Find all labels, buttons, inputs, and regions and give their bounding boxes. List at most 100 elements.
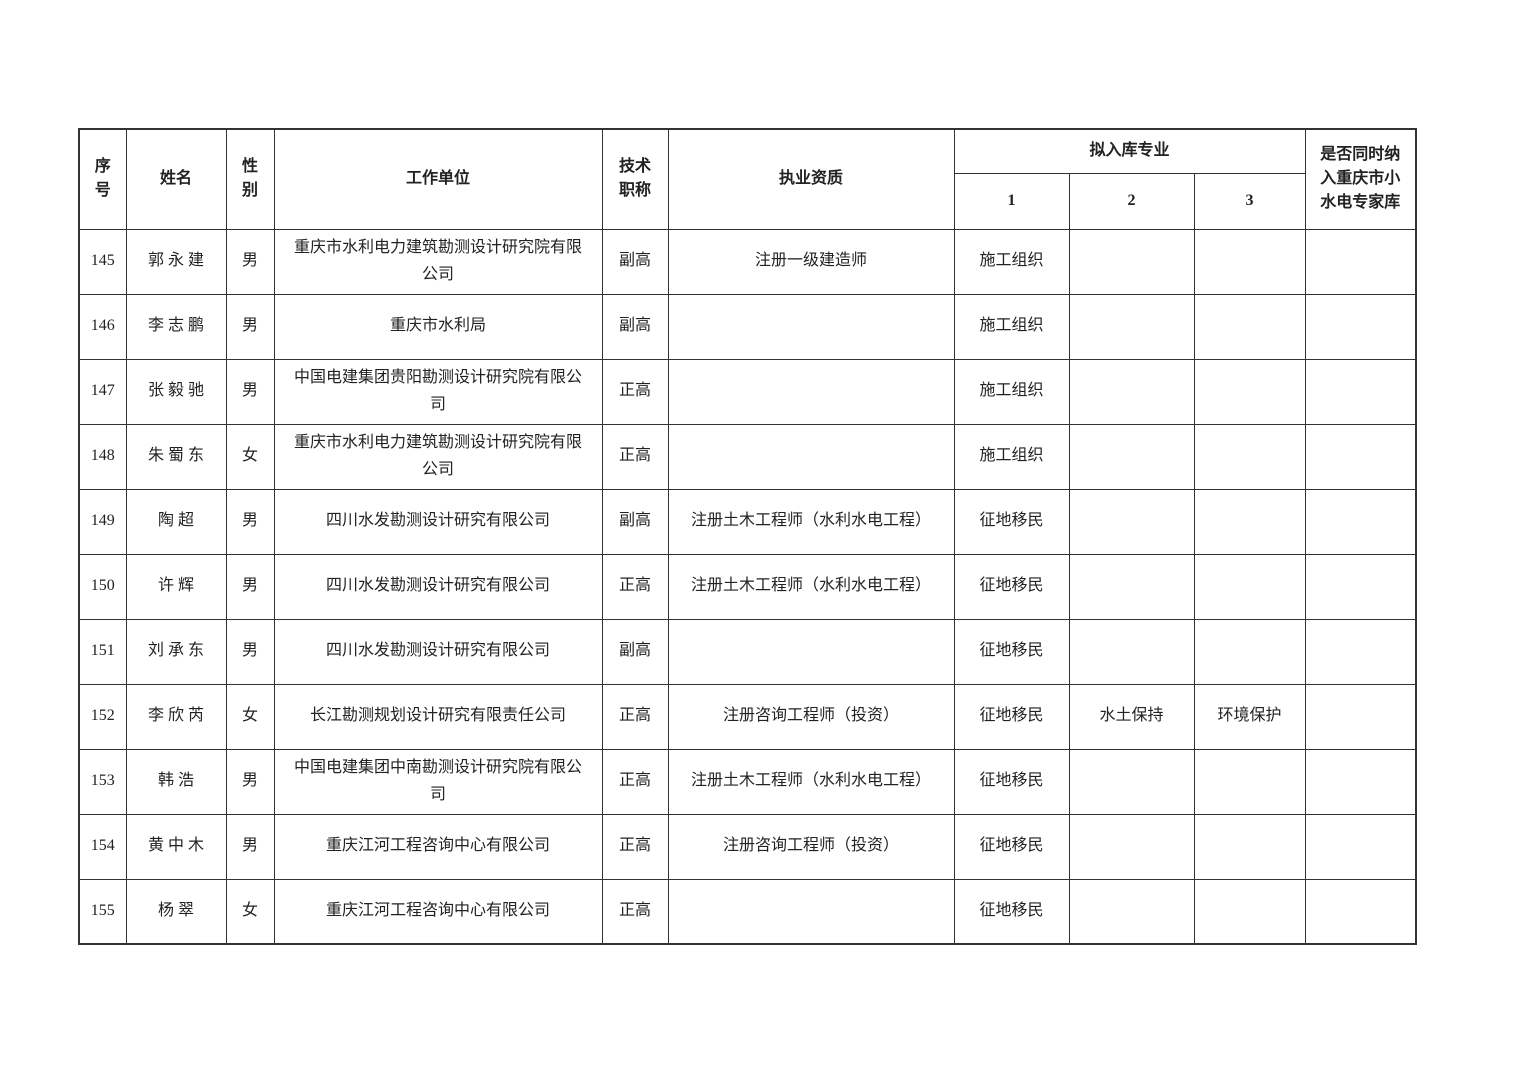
header-hydro: 是否同时纳入重庆市小水电专家库 — [1304, 128, 1417, 230]
table-row: 147 张毅驰 男 中国电建集团贵阳勘测设计研究院有限公司 正高 施工组织 — [78, 358, 1417, 425]
cell-unit: 四川水发勘测设计研究有限公司 — [273, 488, 603, 555]
cell-seq: 155 — [78, 878, 127, 945]
cell-gender: 男 — [225, 293, 275, 360]
cell-gender-text: 男 — [241, 382, 258, 400]
cell-name-text: 韩浩 — [157, 772, 198, 790]
header-gender-label: 性别 — [241, 157, 258, 199]
cell-name-text: 黄中木 — [147, 837, 208, 855]
cell-title-text: 副高 — [618, 512, 651, 530]
cell-name: 张毅驰 — [125, 358, 227, 425]
cell-unit: 重庆市水利电力建筑勘测设计研究院有限公司 — [273, 423, 603, 490]
cell-qual: 注册土木工程师（水利水电工程） — [667, 488, 955, 555]
cell-s3-text: 环境保护 — [1217, 707, 1282, 725]
header-specialty-3-label: 3 — [1245, 191, 1254, 209]
cell-name-text: 李志鹏 — [147, 317, 208, 335]
cell-qual: 注册一级建造师 — [667, 228, 955, 295]
cell-name: 韩浩 — [125, 748, 227, 815]
cell-gender-text: 女 — [241, 902, 258, 920]
cell-seq: 150 — [78, 553, 127, 620]
cell-title: 副高 — [601, 618, 669, 685]
header-qualification: 执业资质 — [667, 128, 955, 230]
cell-s1: 施工组织 — [953, 293, 1070, 360]
cell-title-text: 副高 — [618, 317, 651, 335]
cell-gender: 男 — [225, 228, 275, 295]
cell-s2-text: 水土保持 — [1099, 707, 1164, 725]
cell-seq-text: 151 — [90, 642, 115, 660]
cell-title: 正高 — [601, 748, 669, 815]
cell-s1-text: 施工组织 — [979, 447, 1044, 465]
cell-s3 — [1193, 553, 1306, 620]
cell-seq-text: 149 — [90, 512, 115, 530]
cell-title: 副高 — [601, 228, 669, 295]
cell-s1: 征地移民 — [953, 488, 1070, 555]
cell-unit-text: 重庆市水利电力建筑勘测设计研究院有限公司 — [293, 434, 582, 478]
cell-unit-text: 中国电建集团贵阳勘测设计研究院有限公司 — [293, 369, 582, 413]
cell-gender: 男 — [225, 358, 275, 425]
cell-title: 正高 — [601, 553, 669, 620]
cell-seq-text: 150 — [90, 577, 115, 595]
cell-unit: 长江勘测规划设计研究有限责任公司 — [273, 683, 603, 750]
cell-title-text: 正高 — [618, 447, 651, 465]
header-unit-label: 工作单位 — [405, 170, 470, 188]
cell-seq-text: 154 — [90, 837, 115, 855]
header-specialty-2: 2 — [1068, 172, 1195, 230]
header-row-sub: 1 2 3 — [79, 172, 1416, 230]
cell-s2 — [1068, 878, 1195, 945]
cell-unit: 重庆江河工程咨询中心有限公司 — [273, 813, 603, 880]
cell-hydro — [1304, 488, 1417, 555]
table-row: 151 刘承东 男 四川水发勘测设计研究有限公司 副高 征地移民 — [78, 618, 1417, 685]
cell-s3 — [1193, 488, 1306, 555]
cell-s2 — [1068, 358, 1195, 425]
cell-s3 — [1193, 748, 1306, 815]
cell-name-text: 杨翠 — [157, 902, 198, 920]
header-specialty-1: 1 — [953, 172, 1070, 230]
cell-unit: 重庆江河工程咨询中心有限公司 — [273, 878, 603, 945]
cell-gender-text: 男 — [241, 837, 258, 855]
cell-seq: 154 — [78, 813, 127, 880]
cell-qual: 注册土木工程师（水利水电工程） — [667, 553, 955, 620]
cell-gender-text: 男 — [241, 317, 258, 335]
cell-s1: 征地移民 — [953, 813, 1070, 880]
cell-title-text: 副高 — [618, 642, 651, 660]
cell-unit: 重庆市水利电力建筑勘测设计研究院有限公司 — [273, 228, 603, 295]
cell-s1: 征地移民 — [953, 618, 1070, 685]
cell-s1: 征地移民 — [953, 553, 1070, 620]
cell-s1-text: 征地移民 — [979, 707, 1044, 725]
cell-title: 正高 — [601, 878, 669, 945]
header-title-label: 技术职称 — [618, 157, 651, 199]
cell-hydro — [1304, 228, 1417, 295]
header-name-label: 姓名 — [159, 170, 192, 188]
cell-unit-text: 重庆江河工程咨询中心有限公司 — [325, 837, 550, 855]
cell-s2 — [1068, 423, 1195, 490]
cell-name: 许辉 — [125, 553, 227, 620]
cell-seq-text: 147 — [90, 382, 115, 400]
cell-qual — [667, 423, 955, 490]
cell-title: 副高 — [601, 293, 669, 360]
cell-qual-text: 注册土木工程师（水利水电工程） — [690, 512, 931, 530]
header-specialty-2-label: 2 — [1127, 191, 1136, 209]
cell-s2 — [1068, 293, 1195, 360]
cell-qual: 注册土木工程师（水利水电工程） — [667, 748, 955, 815]
cell-s2 — [1068, 748, 1195, 815]
cell-unit: 重庆市水利局 — [273, 293, 603, 360]
cell-seq-text: 155 — [90, 902, 115, 920]
cell-hydro — [1304, 748, 1417, 815]
cell-seq: 147 — [78, 358, 127, 425]
cell-gender-text: 男 — [241, 512, 258, 530]
cell-title-text: 正高 — [618, 707, 651, 725]
cell-s1: 征地移民 — [953, 683, 1070, 750]
cell-name-text: 郭永建 — [147, 252, 208, 270]
header-qualification-label: 执业资质 — [778, 170, 843, 188]
cell-hydro — [1304, 813, 1417, 880]
cell-seq: 153 — [78, 748, 127, 815]
cell-s1-text: 征地移民 — [979, 577, 1044, 595]
cell-qual — [667, 358, 955, 425]
table-row: 152 李欣芮 女 长江勘测规划设计研究有限责任公司 正高 注册咨询工程师（投资） 征地移民… — [78, 683, 1417, 750]
cell-title-text: 副高 — [618, 252, 651, 270]
cell-s3 — [1193, 293, 1306, 360]
cell-title: 正高 — [601, 358, 669, 425]
cell-unit-text: 四川水发勘测设计研究有限公司 — [325, 577, 550, 595]
expert-table: 序号 姓名 性别 工作单位 技术职称 执业资质 拟入库专业 是否同时纳入重庆市小… — [78, 128, 1417, 945]
cell-s3 — [1193, 878, 1306, 945]
cell-s3 — [1193, 813, 1306, 880]
